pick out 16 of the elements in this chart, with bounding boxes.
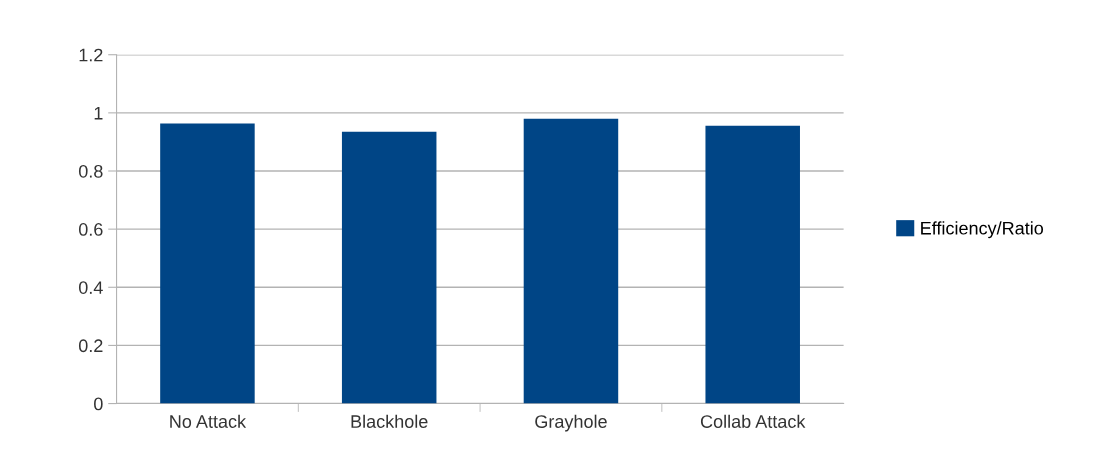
legend-label: Efficiency/Ratio <box>921 221 1044 239</box>
y-tick-label: 0.2 <box>78 339 103 353</box>
bar <box>523 118 619 404</box>
y-tick-label: 0.6 <box>78 223 103 236</box>
bar <box>705 125 800 404</box>
x-tick-label: Collab Attack <box>700 414 806 428</box>
bar <box>160 123 255 404</box>
x-tick-label: Blackhole <box>351 414 428 428</box>
y-tick-label: 0.8 <box>78 164 103 178</box>
x-tick-label: No Attack <box>170 414 247 428</box>
y-tick-label: 1.2 <box>79 48 103 62</box>
bar <box>341 131 437 404</box>
x-tick-label: Grayhole <box>535 414 607 432</box>
y-tick-label: 0.4 <box>78 281 103 294</box>
y-tick-label: 0 <box>94 397 103 411</box>
y-tick-label: 1 <box>94 106 103 120</box>
